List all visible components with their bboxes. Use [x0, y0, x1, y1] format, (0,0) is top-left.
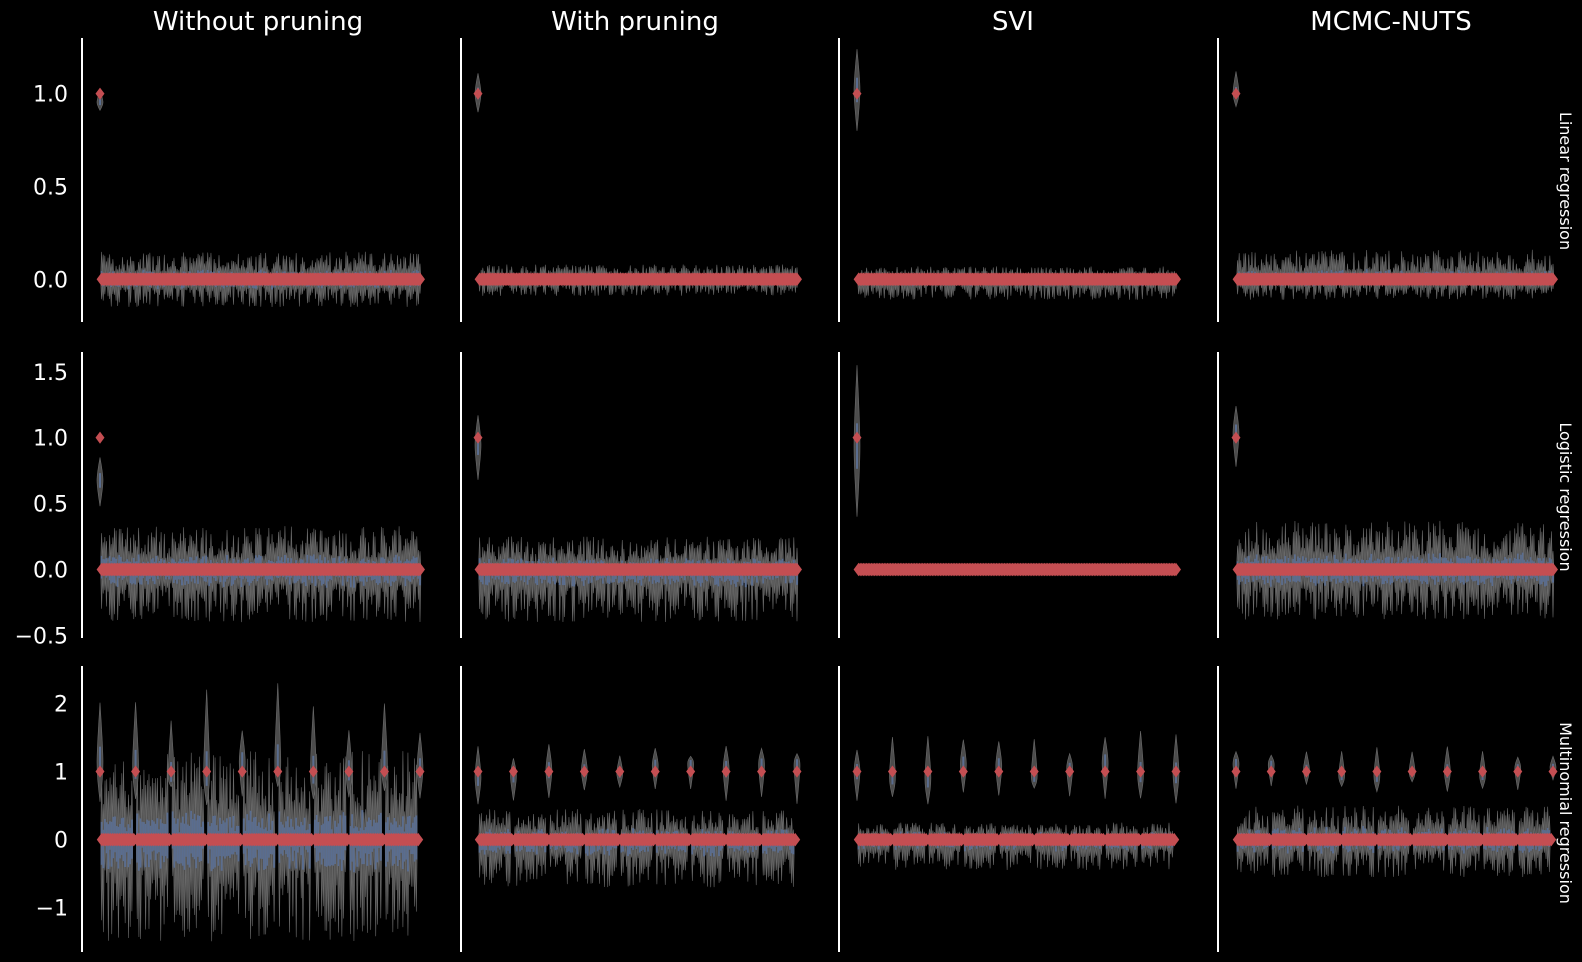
ytick-label: 1.5 [33, 361, 68, 386]
column-title-svi: SVI [992, 7, 1034, 37]
panel-grid: 0.0 0.5 1.0 −0.5 0.0 0.5 1.0 1.5 −1 0 1 2 [15, 38, 1558, 952]
ytick-label: 2 [54, 692, 68, 717]
true-value-marker [792, 272, 802, 287]
true-value-marker-first [95, 87, 105, 100]
true-value-marker [415, 272, 425, 287]
panel-0-0 [81, 38, 425, 322]
ytick-label: 0.5 [33, 493, 68, 518]
ytick-label: 0.0 [33, 268, 68, 293]
column-title-with-pruning: With pruning [551, 7, 719, 37]
ytick-label: −0.5 [15, 624, 68, 649]
column-title-mcmc-nuts: MCMC-NUTS [1310, 7, 1471, 37]
panel-0-2 [838, 38, 1181, 322]
ytick-label: 1 [54, 761, 68, 786]
ytick-label: 1.0 [33, 427, 68, 452]
row-label-linear: Linear regression [1556, 112, 1575, 250]
ytick-label: 1.0 [33, 83, 68, 108]
ytick-label: 0 [54, 829, 68, 854]
row-label-multinomial: Multinomial regression [1556, 722, 1575, 904]
ytick-label: 0.5 [33, 175, 68, 200]
ytick-label: 0.0 [33, 558, 68, 583]
row-0: 0.0 0.5 1.0 [33, 38, 1558, 322]
row-label-logistic: Logistic regression [1556, 422, 1575, 571]
ytick-label: −1 [36, 897, 68, 922]
panel-0-1 [460, 38, 802, 322]
true-value-marker-first [473, 87, 483, 100]
column-title-without-pruning: Without pruning [153, 7, 363, 37]
